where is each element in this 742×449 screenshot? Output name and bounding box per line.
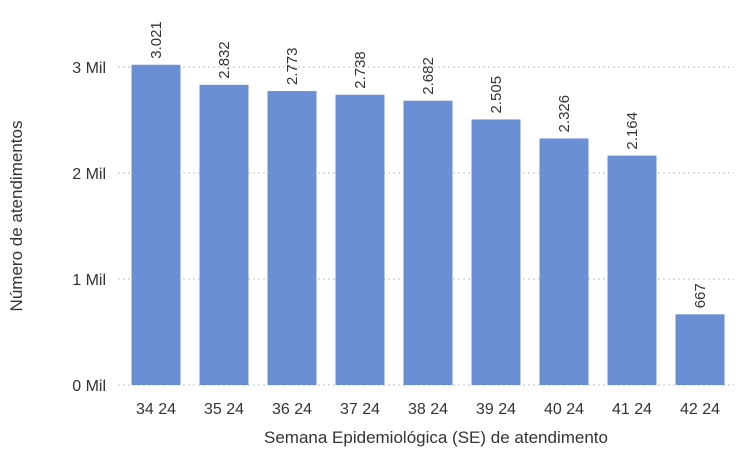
data-label: 2.832 [216,41,233,79]
bar [471,119,521,385]
bar [403,100,453,385]
bar [267,91,317,385]
data-label: 2.164 [624,112,641,150]
data-label: 2.505 [488,76,505,114]
data-label: 3.021 [148,21,165,59]
x-tick-label: 38 24 [408,401,448,418]
data-label: 667 [692,283,709,308]
x-tick-label: 42 24 [680,401,720,418]
y-tick-label: 1 Mil [72,272,106,289]
bar [607,155,657,385]
y-tick-label: 2 Mil [72,166,106,183]
bar [335,94,385,385]
bar [131,64,181,386]
data-label: 2.326 [556,95,573,133]
y-axis-ticks: 0 Mil 1 Mil 2 Mil 3 Mil [72,60,106,395]
y-axis-title: Número de atendimentos [7,121,26,312]
data-label: 2.738 [352,51,369,89]
bar [199,84,249,386]
x-tick-label: 36 24 [272,401,312,418]
y-tick-label: 0 Mil [72,378,106,395]
x-tick-label: 37 24 [340,401,380,418]
y-tick-label: 3 Mil [72,60,106,77]
data-label: 2.773 [284,48,301,86]
x-axis-ticks: 34 24 35 24 36 24 37 24 38 24 39 24 40 24 41 24… [136,401,720,418]
bars [131,64,725,386]
x-tick-label: 41 24 [612,401,652,418]
x-tick-label: 39 24 [476,401,516,418]
x-axis-title: Semana Epidemiológica (SE) de atendiment… [264,428,608,447]
bar [539,138,589,385]
x-tick-label: 35 24 [204,401,244,418]
data-labels: 3.021 2.832 2.773 2.738 2.682 2.505 2.326 2.164… [148,21,709,308]
bar [675,314,725,385]
x-tick-label: 40 24 [544,401,584,418]
data-label: 2.682 [420,57,437,95]
x-tick-label: 34 24 [136,401,176,418]
